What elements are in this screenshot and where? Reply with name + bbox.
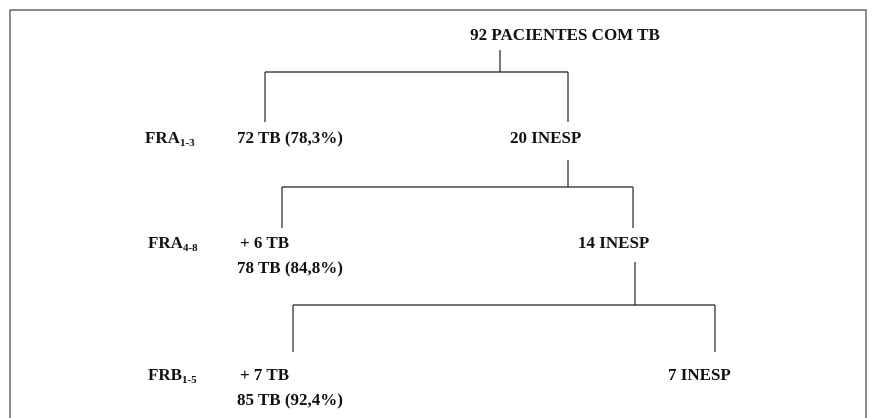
result: 72 TB (78,3%) <box>237 128 343 147</box>
remaining: 20 INESP <box>510 128 581 147</box>
added: + 6 TB <box>240 233 289 252</box>
level-label: FRA1-3 <box>145 128 195 149</box>
frame <box>9 9 867 418</box>
connectors <box>264 50 716 352</box>
level-label: FRA4-8 <box>148 233 198 254</box>
result: 85 TB (92,4%) <box>237 390 343 409</box>
level-label: FRB1-5 <box>148 365 197 386</box>
remaining: 14 INESP <box>578 233 649 252</box>
result: 78 TB (84,8%) <box>237 258 343 277</box>
root-label: 92 PACIENTES COM TB <box>470 25 660 44</box>
added: + 7 TB <box>240 365 289 384</box>
remaining: 7 INESP <box>668 365 731 384</box>
